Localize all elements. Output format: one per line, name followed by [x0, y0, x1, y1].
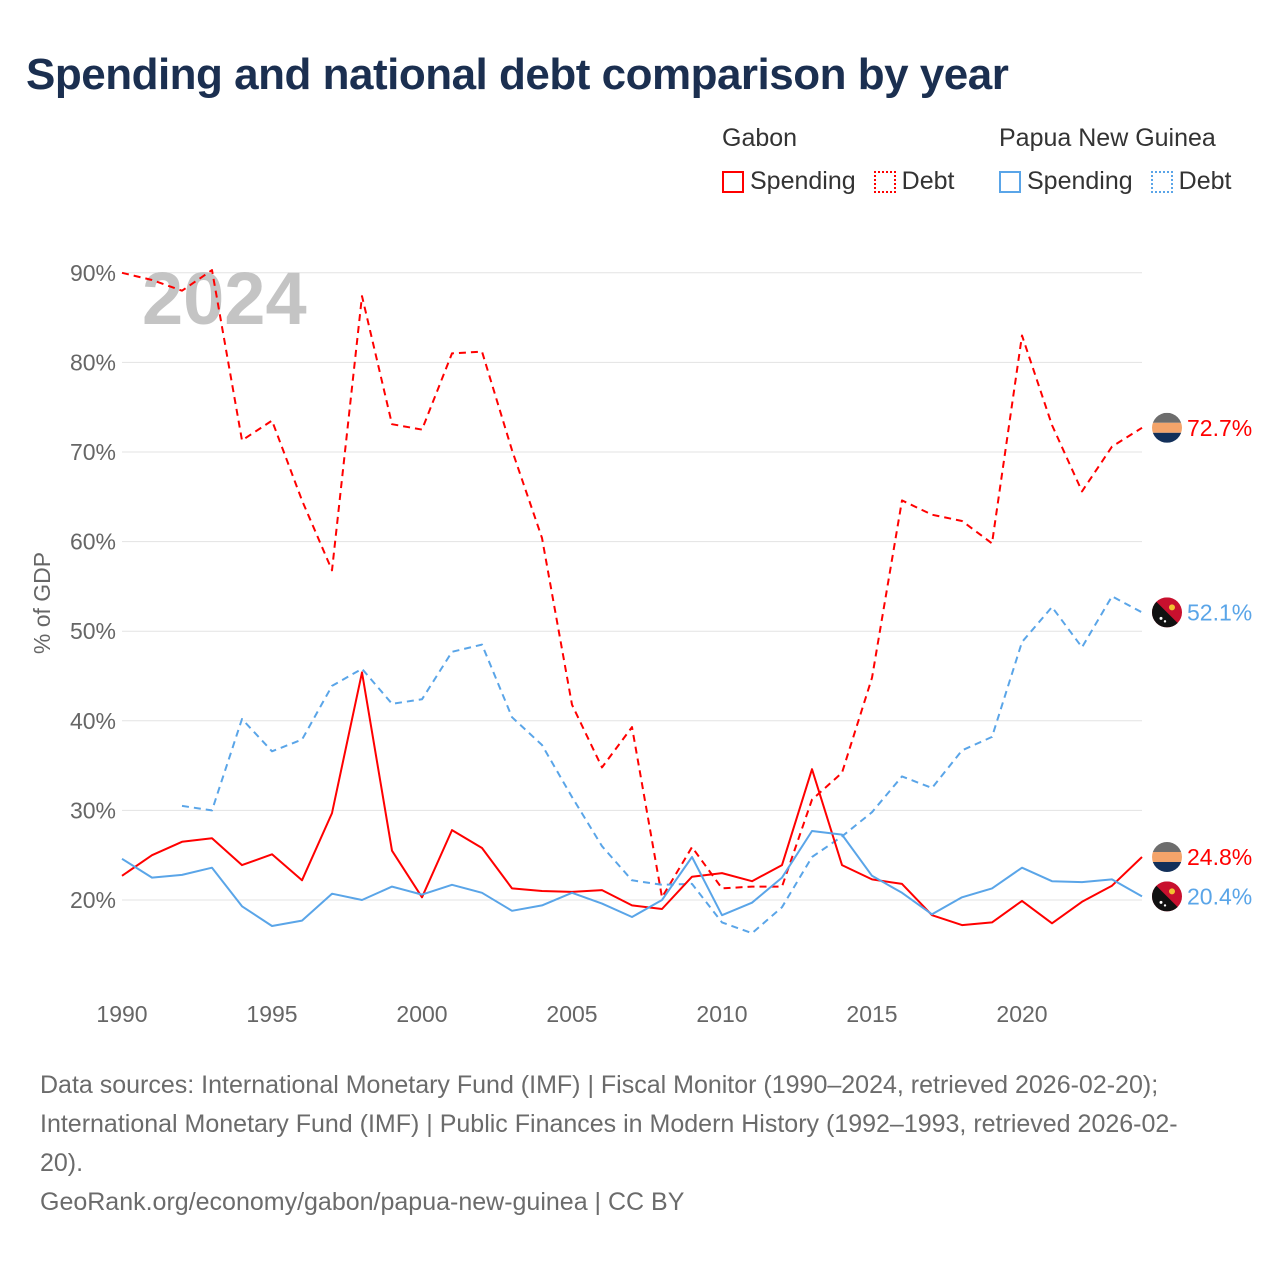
end-value-label: 72.7%: [1187, 415, 1252, 441]
x-tick-label: 1990: [96, 1001, 147, 1027]
flag-stripe: [1152, 851, 1182, 862]
y-tick-label: 60%: [70, 529, 116, 555]
source-line-1: Data sources: International Monetary Fun…: [40, 1071, 1159, 1099]
flag-stripe: [1152, 861, 1182, 872]
end-value-label: 20.4%: [1187, 883, 1252, 909]
series-line-gabon-debt: [121, 269, 1143, 899]
end-value-label: 52.1%: [1187, 599, 1252, 625]
y-tick-label: 90%: [70, 260, 116, 286]
legend-item-png-spending[interactable]: Spending: [999, 167, 1133, 196]
flag-stripe: [1152, 841, 1182, 852]
chart-title: Spending and national debt comparison by…: [26, 50, 1009, 99]
flag-bird: [1169, 888, 1175, 895]
legend-item-png-debt[interactable]: Debt: [1150, 167, 1232, 196]
source-line-2: International Monetary Fund (IMF) | Publ…: [40, 1110, 1178, 1138]
y-tick-label: 40%: [70, 708, 116, 734]
legend-group-png: Papua New Guinea Spending Debt: [999, 124, 1249, 196]
legend-label: Spending: [1027, 167, 1133, 195]
legend-swatch-dotted: [1150, 170, 1173, 193]
flag-star: [1159, 900, 1163, 904]
legend-swatch-dotted: [873, 170, 896, 193]
legend-title-png: Papua New Guinea: [999, 124, 1216, 152]
gridlines: [122, 272, 1142, 901]
y-tick-label: 20%: [70, 887, 116, 913]
legend-item-gabon-debt[interactable]: Debt: [873, 167, 955, 196]
png-flag-icon: [1152, 597, 1182, 628]
x-tick-label: 2020: [996, 1001, 1047, 1027]
series-line-gabon-spending: [121, 671, 1143, 927]
x-tick-label: 2005: [546, 1001, 597, 1027]
legend-label: Debt: [901, 167, 955, 195]
end-value-label: 24.8%: [1187, 844, 1252, 870]
flag-shape: [1152, 412, 1182, 443]
footer: Data sources: International Monetary Fun…: [40, 1066, 1240, 1222]
flag-shape: [1152, 841, 1182, 872]
flag-black: [1152, 881, 1182, 912]
x-tick-label: 2010: [696, 1001, 747, 1027]
series-line-papua-new-guinea-spending: [121, 830, 1143, 927]
gabon-flag-icon: [1152, 412, 1182, 443]
flag-star: [1159, 616, 1163, 620]
flag-stripe: [1152, 432, 1182, 443]
flag-shape: [1152, 597, 1182, 628]
y-axis-title: % of GDP: [29, 552, 55, 654]
x-tick-label: 1995: [246, 1001, 297, 1027]
legend-swatch-solid: [722, 170, 744, 193]
y-tick-label: 80%: [70, 349, 116, 375]
source-line-3: 20).: [40, 1149, 84, 1177]
legend-group-gabon: Gabon Spending Debt: [722, 124, 972, 196]
y-tick-label: 50%: [70, 618, 116, 644]
legend-item-gabon-spending[interactable]: Spending: [722, 167, 856, 196]
year-watermark: 2024: [142, 257, 307, 340]
x-tick-label: 2015: [846, 1001, 897, 1027]
legend-swatch-solid: [999, 170, 1021, 193]
legend-title-gabon: Gabon: [722, 124, 798, 152]
flag-shape: [1152, 881, 1182, 912]
y-tick-label: 30%: [70, 797, 116, 823]
series-line-papua-new-guinea-debt: [181, 595, 1143, 935]
credit-link[interactable]: GeoRank.org/economy/gabon/papua-new-guin…: [40, 1188, 685, 1216]
flag-black: [1152, 597, 1182, 628]
png-flag-icon: [1152, 881, 1182, 912]
gabon-flag-icon: [1152, 841, 1182, 872]
flag-star: [1163, 620, 1167, 623]
line-chart: 2024 % of GDP 20% 30% 40% 50% 60% 70% 80% 90% 1…: [29, 257, 1252, 1027]
legend-label: Debt: [1178, 167, 1232, 195]
x-tick-label: 2000: [396, 1001, 447, 1027]
flag-stripe: [1152, 412, 1182, 423]
y-tick-label: 70%: [70, 439, 116, 465]
flag-bird: [1169, 604, 1175, 611]
legend-label: Spending: [750, 167, 856, 195]
flag-stripe: [1152, 422, 1182, 433]
flag-star: [1163, 904, 1167, 907]
